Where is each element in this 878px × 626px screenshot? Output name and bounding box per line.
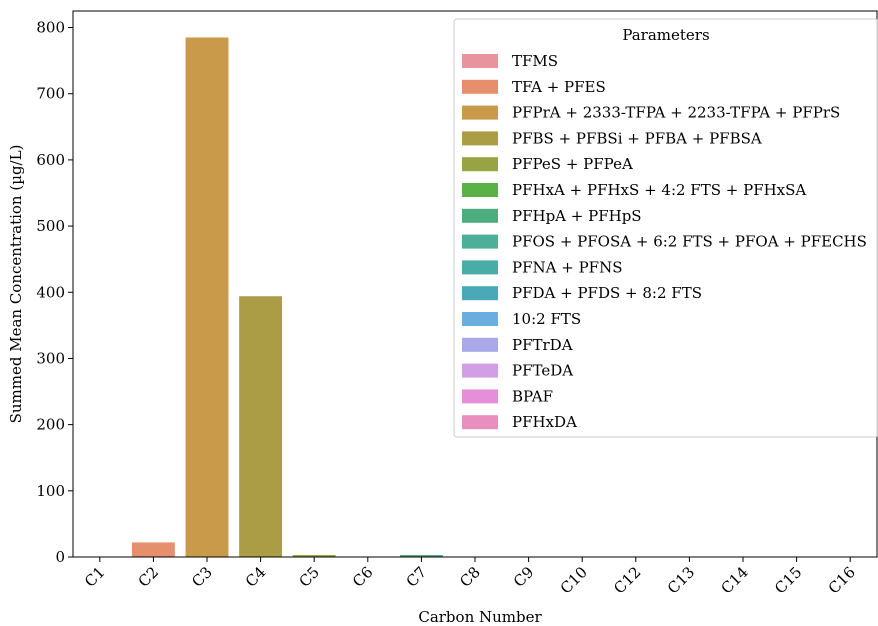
legend-label: PFHxDA	[512, 413, 577, 431]
y-tick-label: 800	[36, 19, 65, 37]
y-tick-label: 600	[36, 151, 65, 169]
legend-label: 10:2 FTS	[512, 310, 581, 328]
x-tick-label-c7: C7	[403, 563, 431, 591]
x-axis-title: Carbon Number	[418, 608, 542, 626]
legend-swatch	[462, 79, 498, 94]
legend-label: PFTrDA	[512, 336, 573, 354]
bar-c5	[292, 555, 336, 557]
y-tick-label: 100	[36, 482, 65, 500]
legend-label: PFHpA + PFHpS	[512, 207, 642, 225]
legend-label: TFA + PFES	[512, 78, 606, 96]
x-tick-label-c2: C2	[135, 563, 163, 591]
legend-swatch	[462, 260, 498, 275]
y-axis: 0 100 200 300 400 500 600 700 800	[36, 19, 73, 566]
legend-label: PFBS + PFBSi + PFBA + PFBSA	[512, 129, 762, 147]
legend-swatch	[462, 208, 498, 223]
y-tick-label: 200	[36, 416, 65, 434]
legend-swatch	[462, 312, 498, 326]
bar-c3	[185, 37, 229, 558]
x-tick-label-c16: C16	[825, 563, 859, 597]
y-axis-title: Summed Mean Concentration (µg/L)	[7, 145, 25, 424]
legend-entries: TFMS TFA + PFES PFPrA + 2333-TFPA + 2233-T…	[462, 52, 867, 431]
x-tick-label-c1: C1	[81, 563, 109, 591]
legend-title: Parameters	[622, 26, 709, 44]
x-tick-label-c3: C3	[188, 563, 216, 591]
x-tick-label-c12: C12	[610, 563, 644, 597]
bars-layer	[131, 37, 443, 558]
legend-swatch	[462, 54, 498, 68]
legend-frame	[453, 18, 878, 438]
bar-c7	[399, 555, 443, 557]
x-tick-label-c14: C14	[717, 563, 751, 597]
legend-swatch	[462, 363, 498, 378]
legend-swatch	[462, 183, 498, 197]
y-tick-label: 400	[36, 283, 65, 301]
x-tick-label-c9: C9	[510, 563, 538, 591]
y-tick-label: 500	[36, 217, 65, 235]
x-tick-label-c5: C5	[295, 563, 323, 591]
x-tick-label-c13: C13	[664, 563, 698, 597]
legend-swatch	[462, 105, 498, 120]
x-axis: C1 C2 C3 C4 C5 C6 C7 C8 C9 C10 C12 C13 C14 C15 C16	[81, 557, 859, 597]
x-tick-label-c15: C15	[771, 563, 805, 597]
legend: Parameters TFMS TFA + PFES PFPrA + 2333-TF…	[453, 18, 878, 438]
legend-swatch	[462, 131, 498, 146]
bar-c4	[239, 296, 283, 557]
legend-swatch	[462, 389, 498, 404]
legend-label: BPAF	[512, 387, 553, 405]
legend-swatch	[462, 157, 498, 172]
x-tick-label-c4: C4	[242, 563, 270, 591]
legend-label: PFPeS + PFPeA	[512, 155, 633, 173]
legend-label: PFDA + PFDS + 8:2 FTS	[512, 284, 702, 302]
legend-label: PFHxA + PFHxS + 4:2 FTS + PFHxSA	[512, 181, 806, 199]
x-tick-label-c8: C8	[456, 563, 484, 591]
legend-label: PFOS + PFOSA + 6:2 FTS + PFOA + PFECHS	[512, 233, 867, 251]
y-tick-label: 0	[55, 548, 65, 566]
legend-label: PFPrA + 2333-TFPA + 2233-TFPA + PFPrS	[512, 104, 840, 122]
legend-label: PFNA + PFNS	[512, 258, 622, 276]
bar-c2	[131, 542, 175, 557]
y-tick-label: 700	[36, 85, 65, 103]
legend-swatch	[462, 337, 498, 352]
legend-swatch	[462, 415, 498, 430]
legend-label: PFTeDA	[512, 362, 573, 380]
legend-label: TFMS	[512, 52, 558, 70]
y-tick-label: 300	[36, 349, 65, 367]
legend-swatch	[462, 286, 498, 301]
x-tick-label-c6: C6	[349, 563, 377, 591]
x-tick-label-c10: C10	[557, 563, 591, 597]
legend-swatch	[462, 234, 498, 249]
